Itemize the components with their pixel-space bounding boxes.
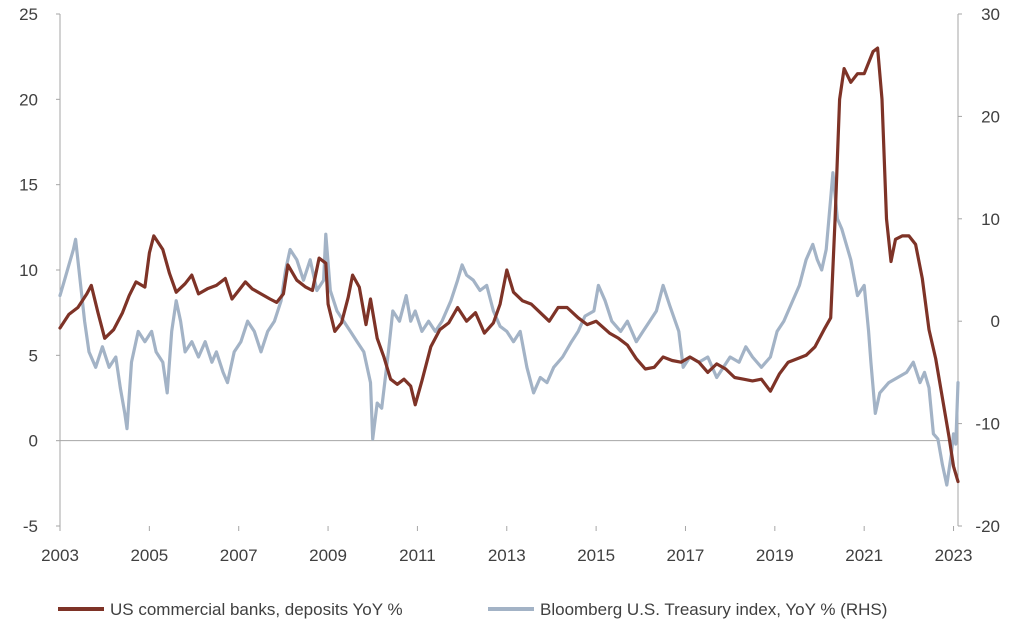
y-right-tick-label: 30 [981, 5, 1000, 24]
y-right-tick-label: 10 [981, 210, 1000, 229]
y-right-tick-label: 20 [981, 107, 1000, 126]
y-right-tick-label: -10 [975, 415, 1000, 434]
x-tick-label: 2013 [488, 546, 526, 565]
y-left-tick-label: 25 [19, 5, 38, 24]
legend-label: US commercial banks, deposits YoY % [110, 600, 403, 619]
y-left-tick-label: -5 [23, 517, 38, 536]
x-tick-label: 2005 [130, 546, 168, 565]
x-tick-label: 2003 [41, 546, 79, 565]
x-tick-label: 2011 [399, 546, 436, 565]
x-tick-label: 2023 [935, 546, 973, 565]
y-left-tick-label: 20 [19, 90, 38, 109]
x-tick-label: 2017 [667, 546, 705, 565]
x-tick-label: 2009 [309, 546, 347, 565]
axes: -5 0 5 10 15 20 25 -20 -10 0 10 20 30 2003 2005 2007 200… [19, 5, 1000, 565]
x-tick-label: 2015 [577, 546, 615, 565]
legend: US commercial banks, deposits YoY % Bloom… [58, 600, 887, 619]
y-right-tick-label: -20 [975, 517, 1000, 536]
series-line-treasury [58, 171, 960, 487]
y-left-tick-label: 0 [29, 432, 38, 451]
y-left-tick-label: 10 [19, 261, 38, 280]
series-line-deposits [58, 46, 960, 484]
y-right-tick-label: 0 [991, 312, 1000, 331]
x-tick-label: 2021 [845, 546, 883, 565]
legend-label: Bloomberg U.S. Treasury index, YoY % (RH… [540, 600, 887, 619]
x-tick-label: 2007 [220, 546, 258, 565]
y-left-tick-label: 15 [19, 176, 38, 195]
y-left-tick-label: 5 [29, 346, 38, 365]
x-tick-label: 2019 [756, 546, 794, 565]
series-group [58, 46, 960, 487]
